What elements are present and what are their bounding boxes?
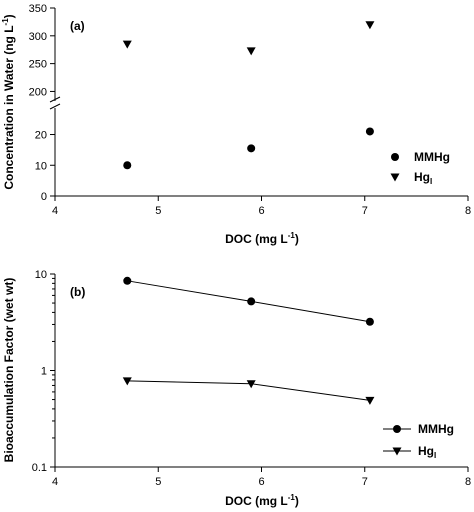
panel-a-legend-label-sub: I (430, 177, 432, 186)
panel-b-x-tick-label: 4 (52, 476, 58, 488)
panel-a-axis-break-mark (49, 103, 61, 110)
panel-b-y-axis-title: Bioaccumulation Factor (wet wt) (2, 278, 16, 463)
panel-b-x-tick-label: 7 (362, 476, 368, 488)
panel-a-x-tick-label: 8 (465, 205, 471, 217)
panel-a-y-tick-label: 350 (29, 3, 47, 15)
panel-b-point-mmhg (247, 297, 256, 306)
panel-b-x-tick-label: 6 (258, 476, 264, 488)
panel-a: 4 5 6 7 8 0 10 20 200 250 300 350 (a) DOC (mg L-1) Con… (1, 3, 471, 246)
panel-b-legend-label: HgI (418, 444, 436, 460)
panel-b-y-tick-label: 0.1 (32, 462, 47, 474)
panel-a-legend-label: MMHg (414, 150, 450, 164)
panel-b-point-hgi (122, 377, 132, 386)
panel-b-y-tick-label: 10 (35, 269, 47, 281)
panel-a-point-mmhg (365, 127, 374, 136)
panel-a-y-tick-label: 300 (29, 31, 47, 43)
panel-a-legend-marker (390, 173, 400, 182)
panel-b-x-tick-label: 5 (155, 476, 161, 488)
panel-a-point-hgi (365, 21, 375, 30)
panel-a-y-tick-label: 10 (35, 160, 47, 172)
panel-b-x-axis-title: DOC (mg L-1) (225, 493, 299, 508)
panel-a-point-hgi (246, 47, 256, 56)
panel-a-x-tick-label: 4 (52, 205, 58, 217)
panel-b-series-line-hgi (127, 380, 370, 401)
panel-b-legend-label-sub: I (434, 451, 436, 460)
panel-b: 4 5 6 7 8 0.1 1 10 (b) DOC (mg L-1) Bioaccumulatio… (2, 269, 471, 508)
panel-b-label: (b) (70, 285, 85, 299)
panel-b-y-tick-label: 1 (41, 366, 47, 378)
panel-b-x-axis-title-close: ) (295, 494, 299, 508)
panel-b-legend-marker (392, 447, 402, 456)
panel-a-x-axis-title-close: ) (295, 232, 299, 246)
panel-a-y-tick-label: 250 (29, 59, 47, 71)
panel-a-x-tick-label: 7 (362, 205, 368, 217)
panel-b-x-axis-title-sup: -1 (288, 493, 296, 502)
panel-b-point-mmhg (365, 317, 374, 326)
panel-a-label: (a) (70, 19, 85, 33)
panel-a-y-tick-label: 0 (41, 191, 47, 203)
panel-b-legend-label: MMHg (418, 422, 454, 436)
panel-b-point-hgi (365, 396, 375, 405)
panel-a-y-tick-label: 200 (29, 86, 47, 98)
panel-b-legend-marker (393, 425, 401, 433)
panel-a-point-hgi (122, 40, 132, 49)
panel-a-x-axis-title: DOC (mg L-1) (225, 231, 299, 246)
panel-b-point-mmhg (123, 276, 132, 285)
panel-a-x-axis-title-sup: -1 (288, 231, 296, 240)
panel-a-y-axis-title: Concentration in Water (ng L-1) (1, 14, 16, 189)
panel-a-x-tick-label: 6 (258, 205, 264, 217)
panel-a-legend-marker (391, 153, 399, 161)
panel-b-x-tick-label: 8 (465, 476, 471, 488)
panel-a-axis-break-mark (49, 96, 61, 103)
panel-a-y-axis-title-sup: -1 (1, 18, 10, 26)
panel-a-y-tick-label: 20 (35, 130, 47, 142)
panel-a-legend-label: HgI (414, 170, 432, 186)
panel-a-point-mmhg (123, 161, 132, 170)
panel-a-point-mmhg (247, 144, 256, 153)
panel-b-point-hgi (246, 380, 256, 389)
panel-a-x-tick-label: 5 (155, 205, 161, 217)
panel-a-y-axis-title-close: ) (2, 14, 16, 18)
